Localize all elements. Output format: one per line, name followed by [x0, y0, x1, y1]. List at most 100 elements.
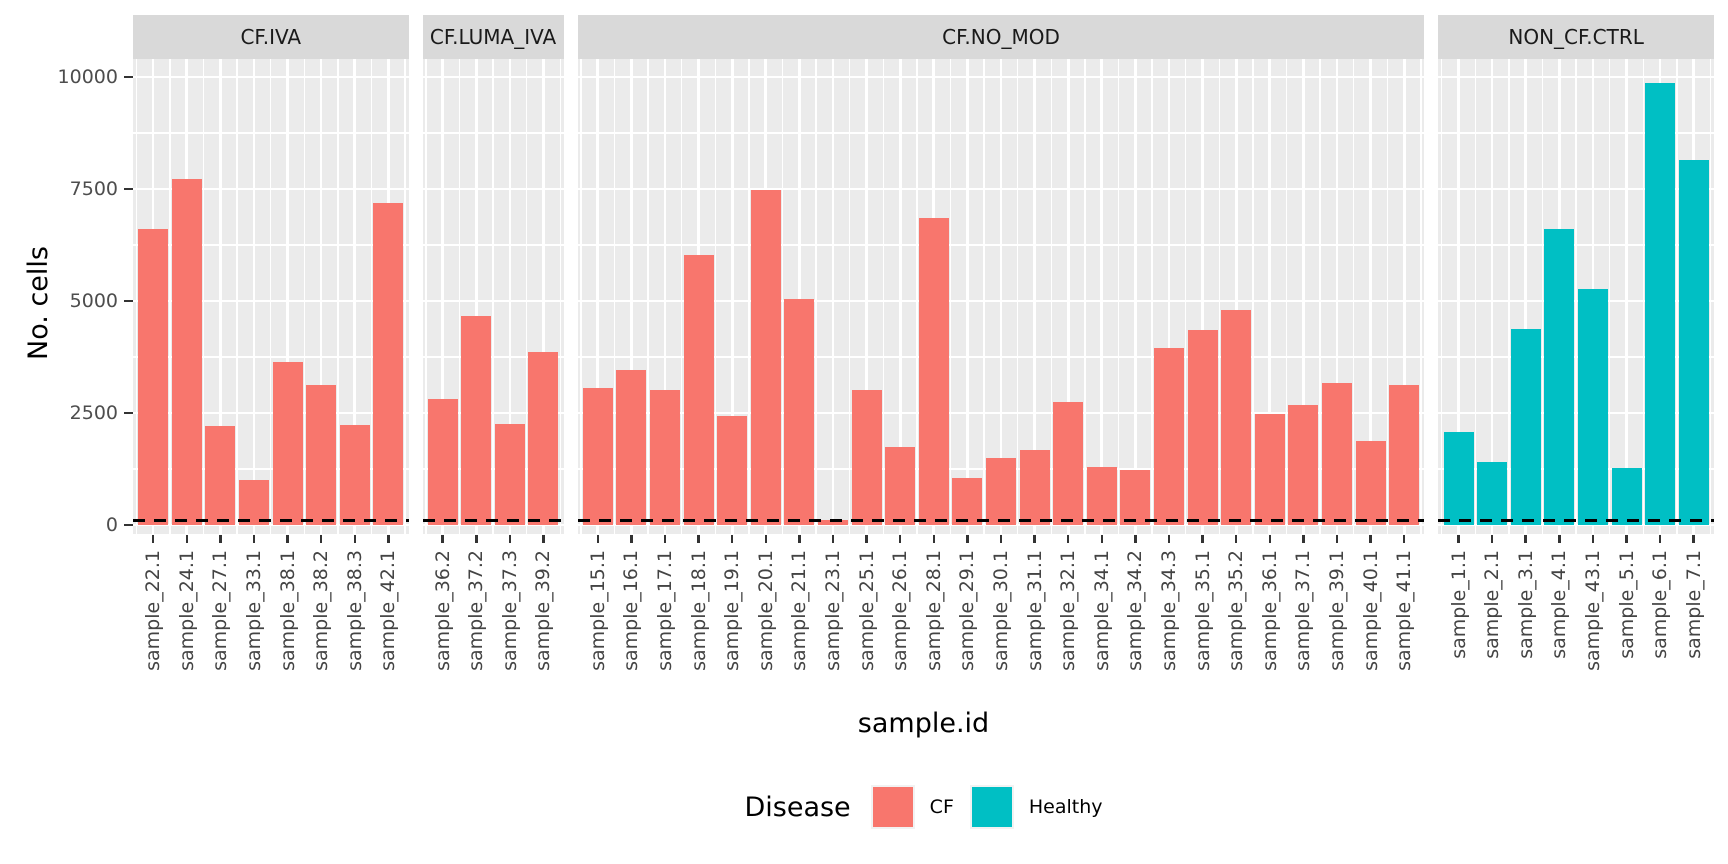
x-tick-label: sample_36.2 [431, 550, 454, 671]
x-tick-label: sample_21.1 [788, 550, 811, 671]
bar [952, 477, 983, 525]
facet-panel [1438, 59, 1714, 534]
legend-entry-healthy: Healthy [969, 785, 1103, 829]
x-tick [865, 535, 868, 543]
facet-strip: CF.LUMA_IVA [422, 15, 564, 59]
x-tick [1625, 535, 1628, 543]
gridline-minor-vertical [1441, 59, 1443, 534]
x-tick-label: sample_41.1 [1393, 550, 1416, 671]
x-tick [1335, 535, 1339, 543]
x-tick [1134, 535, 1137, 543]
gridline-minor-vertical [580, 59, 582, 534]
bar [1053, 401, 1084, 525]
x-tick-label: sample_38.3 [343, 550, 366, 671]
x-tick [219, 535, 222, 543]
gridline-minor-vertical [1474, 59, 1476, 534]
x-tick [798, 535, 801, 543]
gridline-minor-vertical [815, 59, 817, 534]
gridline-minor-vertical [492, 59, 494, 534]
x-tick-label: sample_34.2 [1124, 550, 1147, 671]
gridline-minor-vertical [983, 59, 985, 534]
x-tick-label: sample_33.1 [242, 550, 265, 671]
gridline-major-vertical [1201, 59, 1204, 534]
bar [1221, 310, 1252, 525]
bar [1544, 228, 1575, 525]
x-tick-label: sample_38.1 [276, 550, 299, 671]
x-tick [353, 535, 356, 543]
x-tick-label: sample_22.1 [142, 550, 165, 671]
gridline-minor-vertical [1386, 59, 1389, 534]
gridline-major-vertical [730, 59, 734, 534]
bar [171, 178, 202, 525]
x-tick [1490, 535, 1494, 543]
gridline-minor-vertical [949, 59, 952, 534]
bar [582, 387, 613, 525]
x-tick [932, 535, 936, 543]
x-tick-label: sample_35.1 [1191, 550, 1214, 671]
x-tick [898, 535, 902, 543]
x-tick [831, 535, 835, 543]
x-tick [764, 535, 768, 543]
x-tick-label: sample_25.1 [855, 550, 878, 671]
bar [494, 424, 525, 525]
gridline-minor-vertical [236, 59, 238, 534]
x-tick-label: sample_3.1 [1514, 550, 1537, 659]
bar [373, 202, 404, 525]
bar [1678, 159, 1709, 525]
reference-dashed-line [577, 519, 1425, 523]
gridline-minor-vertical [169, 59, 171, 534]
bar [272, 362, 303, 525]
gridline-major-vertical [474, 59, 478, 534]
gridline-major-vertical [1134, 59, 1137, 534]
x-tick [1066, 535, 1070, 543]
x-tick-label: sample_7.1 [1682, 550, 1705, 659]
gridline-minor-vertical [1353, 59, 1355, 534]
gridline-minor-vertical [714, 59, 717, 534]
x-tick-label: sample_15.1 [586, 550, 609, 671]
bar [918, 218, 949, 525]
bar [1153, 347, 1184, 525]
bar [616, 369, 647, 525]
gridline-major-vertical [1524, 59, 1528, 534]
x-tick [542, 535, 545, 543]
gridline-minor-vertical [1185, 59, 1187, 534]
bar [306, 385, 337, 525]
gridline-major-vertical [1457, 59, 1460, 534]
x-tick-label: sample_35.2 [1225, 550, 1248, 671]
x-tick [1658, 535, 1662, 543]
x-tick [730, 535, 734, 543]
gridline-minor-vertical [849, 59, 851, 534]
gridline-minor-vertical [916, 59, 918, 534]
gridline-major-vertical [630, 59, 633, 534]
x-tick-label: sample_27.1 [209, 550, 232, 671]
gridline-minor-vertical [370, 59, 373, 534]
x-tick-label: sample_20.1 [754, 550, 777, 671]
bar [1611, 468, 1642, 525]
facet-strip-label: CF.LUMA_IVA [429, 25, 557, 49]
bar [851, 390, 882, 525]
x-tick-label: sample_38.2 [310, 550, 333, 671]
gridline-major-vertical [831, 59, 835, 534]
gridline-minor-vertical [1151, 59, 1153, 534]
bar [985, 457, 1016, 525]
gridline-major-vertical [1234, 59, 1238, 534]
gridline-major-vertical [1033, 59, 1036, 534]
y-tick-label: 5000 [69, 289, 118, 312]
reference-dashed-line [1438, 519, 1714, 523]
bar [427, 399, 458, 525]
gridline-minor-vertical [1609, 59, 1611, 534]
x-axis-title: sample.id [857, 708, 990, 739]
bar [649, 390, 680, 525]
x-tick-label: sample_43.1 [1581, 550, 1604, 671]
x-tick [151, 535, 155, 543]
bar [205, 426, 236, 525]
gridline-minor-vertical [1285, 59, 1288, 534]
x-tick-label: sample_6.1 [1649, 550, 1672, 659]
legend-label-cf: CF [929, 796, 954, 818]
bar [1355, 440, 1386, 525]
x-tick [1369, 535, 1372, 543]
x-tick [185, 535, 188, 543]
bar [1321, 382, 1352, 525]
x-tick [596, 535, 600, 543]
gridline-major-vertical [1625, 59, 1628, 534]
